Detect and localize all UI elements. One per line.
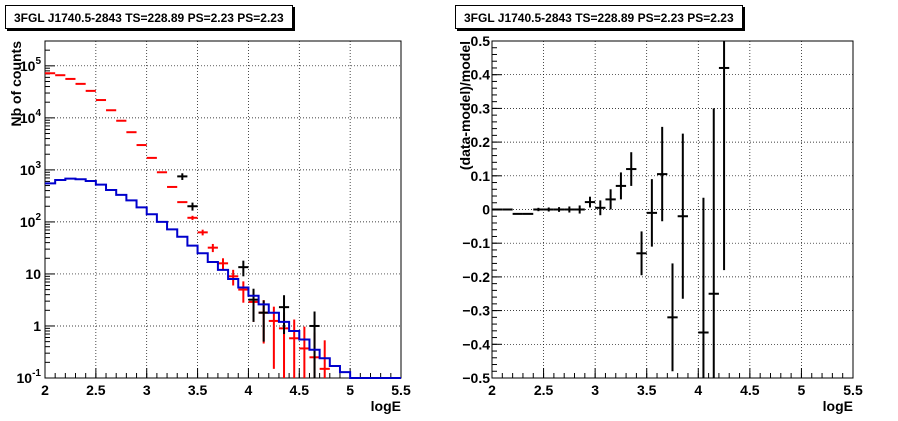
x-tick-label: 2: [488, 382, 496, 398]
y-tick-label: 0.2: [471, 134, 491, 150]
x-tick-label: 2: [41, 382, 49, 398]
y-tick-label: 10: [25, 266, 41, 282]
x-tick-label: 2.5: [534, 382, 554, 398]
plot-frame: [44, 40, 402, 379]
y-tick-label: −0.3: [462, 303, 490, 319]
y-tick-label: 0.4: [471, 67, 491, 83]
y-tick-label: −0.1: [462, 235, 490, 251]
x-tick-label: 4: [694, 382, 702, 398]
residuals-plot: 2 2.5 3 3.5 4 4.5 5 5.5 −0.5 −0.4 −0.3 −0.2 −0.1 0 0.1…: [457, 33, 863, 414]
x-tick-label: 4: [245, 382, 253, 398]
y-tick-label: 0.3: [471, 100, 491, 116]
y-axis-title: Nb of counts: [8, 41, 24, 127]
x-tick-label: 3.5: [637, 382, 657, 398]
x-tick-label: 4.5: [740, 382, 760, 398]
y-axis-title: (data-model)/model: [457, 41, 473, 170]
residuals-plot-pad: 2 2.5 3 3.5 4 4.5 5 5.5 −0.5 −0.4 −0.3 −0.2 −0.1 0 0.1…: [449, 0, 898, 421]
y-tick-label: −0.5: [462, 370, 490, 386]
residuals-plot-title: 3FGL J1740.5-2843 TS=228.89 PS=2.23 PS=2…: [455, 5, 743, 29]
x-axis-title: logE: [823, 398, 853, 414]
y-tick-label: 0: [482, 202, 490, 218]
x-tick-label: 4.5: [290, 382, 310, 398]
y-tick-label: 104: [20, 108, 42, 126]
x-tick-label: 3: [591, 382, 599, 398]
y-tick-label: −0.2: [462, 269, 490, 285]
y-tick-label: 10-1: [17, 368, 42, 386]
y-tick-label: 1: [33, 318, 41, 334]
x-tick-label: 3: [143, 382, 151, 398]
x-tick-label: 5.5: [843, 382, 863, 398]
y-tick-label: −0.4: [462, 336, 490, 352]
y-tick-label: 102: [20, 212, 42, 230]
counts-plot-title: 3FGL J1740.5-2843 TS=228.89 PS=2.23 PS=2…: [5, 5, 293, 29]
x-tick-label: 3.5: [188, 382, 208, 398]
x-tick-label: 5: [346, 382, 354, 398]
counts-plot-pad: 2 2.5 3 3.5 4 4.5 5 5.5 10-1 1 10 102 103 104 105 logE N…: [5, 5, 411, 414]
y-tick-label: 0.5: [471, 33, 491, 49]
x-tick-label: 2.5: [86, 382, 106, 398]
source-model-histogram: [45, 177, 401, 379]
y-tick-label: 105: [20, 56, 42, 74]
x-tick-label: 5: [798, 382, 806, 398]
y-tick-label: 0.1: [471, 168, 491, 184]
counts-plot: 2 2.5 3 3.5 4 4.5 5 5.5 10-1 1 10 102 103 104 105 logE N…: [8, 40, 411, 414]
x-axis-title: logE: [371, 398, 401, 414]
y-tick-label: 103: [20, 160, 42, 178]
x-tick-label: 5.5: [391, 382, 411, 398]
